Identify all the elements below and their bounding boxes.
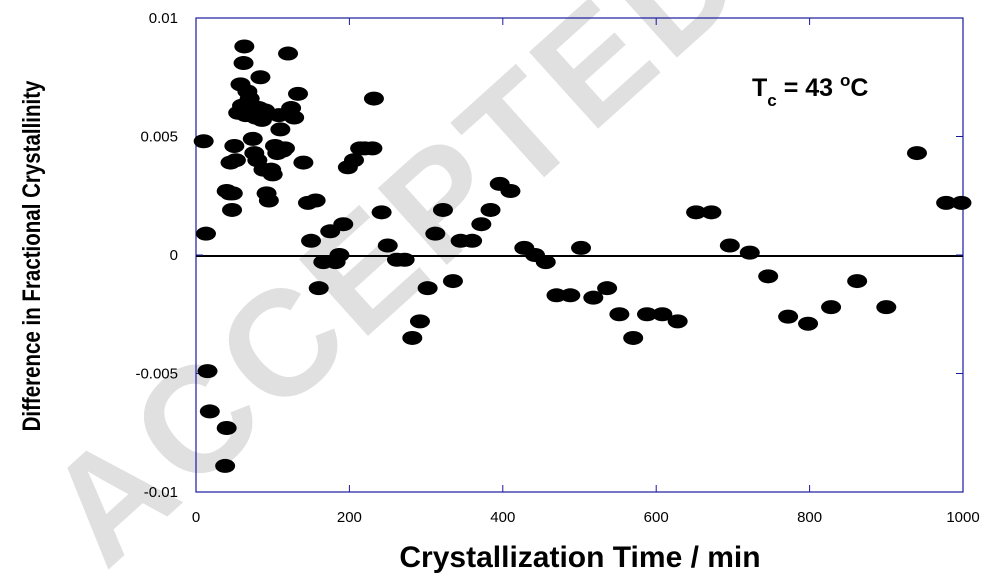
- data-point: [363, 91, 384, 106]
- y-tick-label: 0: [170, 247, 178, 264]
- data-point: [609, 307, 630, 322]
- data-point: [234, 39, 255, 54]
- data-point: [409, 314, 430, 329]
- data-point: [193, 134, 214, 149]
- data-point: [719, 238, 740, 253]
- data-point: [222, 202, 243, 217]
- x-axis-ticks: 0 200 400 600 800 1000: [192, 18, 980, 526]
- y-axis-title: Difference in Fractional Crystallinity: [17, 80, 45, 431]
- annotation-superscript: o: [840, 71, 850, 90]
- y-tick-label: -0.005: [135, 366, 178, 383]
- data-point: [242, 131, 263, 146]
- data-point: [739, 245, 760, 260]
- data-point: [667, 314, 688, 329]
- data-point: [333, 217, 354, 232]
- data-point: [216, 421, 237, 436]
- data-point: [258, 193, 279, 208]
- y-tick-label: 0.005: [140, 129, 178, 146]
- data-point: [197, 364, 218, 379]
- data-point: [417, 281, 438, 296]
- data-point: [224, 138, 245, 153]
- data-point: [480, 202, 501, 217]
- data-point: [199, 404, 220, 419]
- data-point: [278, 46, 299, 61]
- data-point: [293, 155, 314, 170]
- y-tick-label: -0.01: [144, 484, 178, 501]
- data-point: [821, 300, 842, 315]
- data-point: [876, 300, 897, 315]
- data-point: [288, 86, 309, 101]
- x-tick-label: 200: [337, 509, 362, 526]
- data-point: [758, 269, 779, 284]
- data-point: [597, 281, 618, 296]
- data-point: [535, 255, 556, 270]
- data-point: [623, 330, 644, 345]
- data-point: [308, 281, 329, 296]
- data-point: [560, 288, 581, 303]
- data-point: [906, 146, 927, 161]
- data-point: [329, 248, 350, 262]
- data-point: [270, 122, 291, 137]
- data-point: [377, 238, 398, 253]
- data-point: [500, 184, 521, 199]
- data-point: [371, 205, 392, 220]
- data-point: [195, 226, 216, 241]
- data-point: [686, 205, 707, 220]
- x-tick-label: 600: [644, 509, 669, 526]
- data-point: [402, 330, 423, 345]
- data-point: [274, 141, 295, 156]
- data-point: [262, 167, 283, 182]
- data-point: [233, 56, 254, 71]
- data-point: [546, 288, 567, 303]
- data-point: [305, 193, 326, 208]
- x-axis-title: Crystallization Time / min: [399, 541, 760, 574]
- data-point: [394, 252, 415, 267]
- data-point: [301, 233, 322, 248]
- data-point: [951, 195, 972, 210]
- data-point: [652, 307, 673, 322]
- data-point: [471, 217, 492, 232]
- watermark: ACCEPTED: [15, 0, 776, 575]
- y-tick-label: 0.01: [149, 10, 178, 27]
- data-point: [442, 274, 463, 289]
- data-point: [215, 458, 236, 473]
- x-tick-label: 0: [192, 509, 200, 526]
- data-point: [225, 153, 246, 168]
- data-point: [344, 153, 365, 168]
- data-point: [222, 186, 243, 201]
- data-point: [936, 195, 957, 210]
- x-tick-label: 1000: [946, 509, 979, 526]
- annotation-rest: = 43: [777, 74, 840, 102]
- annotation: Tc = 43 oC: [752, 71, 868, 110]
- annotation-subscript: c: [767, 91, 776, 110]
- data-points: [193, 39, 972, 473]
- data-point: [701, 205, 722, 220]
- data-point: [284, 110, 305, 125]
- data-point: [432, 202, 453, 217]
- data-point: [571, 240, 592, 255]
- x-tick-label: 400: [490, 509, 515, 526]
- data-point: [636, 307, 657, 322]
- data-point: [583, 290, 604, 305]
- data-point: [462, 233, 483, 248]
- x-tick-label: 800: [797, 509, 822, 526]
- annotation-unit: C: [850, 74, 868, 102]
- data-point: [778, 309, 799, 324]
- data-point: [362, 141, 383, 156]
- data-point: [847, 274, 868, 289]
- annotation-main: T: [752, 74, 767, 102]
- data-point: [798, 316, 819, 331]
- data-point: [425, 226, 446, 241]
- data-point: [250, 70, 271, 85]
